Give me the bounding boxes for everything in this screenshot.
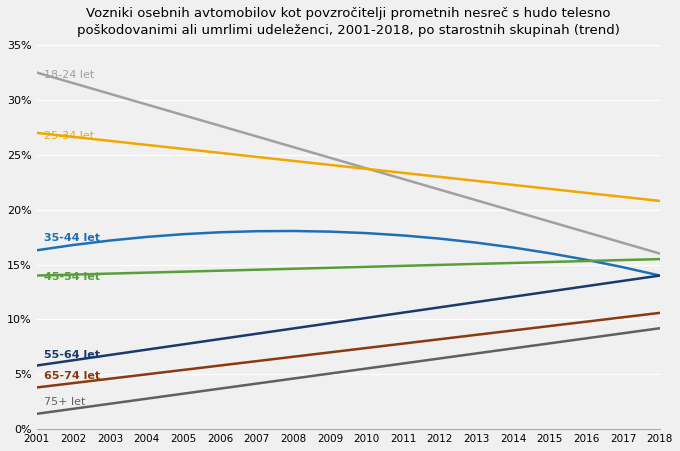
Text: 25-34 let: 25-34 let — [44, 130, 94, 141]
Text: 55-64 let: 55-64 let — [44, 350, 100, 360]
Title: Vozniki osebnih avtomobilov kot povzročitelji prometnih nesreč s hudo telesno
po: Vozniki osebnih avtomobilov kot povzroči… — [77, 7, 619, 37]
Text: 45-54 let: 45-54 let — [44, 272, 100, 282]
Text: 65-74 let: 65-74 let — [44, 371, 100, 381]
Text: 35-44 let: 35-44 let — [44, 233, 100, 243]
Text: 18-24 let: 18-24 let — [44, 70, 94, 80]
Text: 75+ let: 75+ let — [44, 397, 85, 407]
